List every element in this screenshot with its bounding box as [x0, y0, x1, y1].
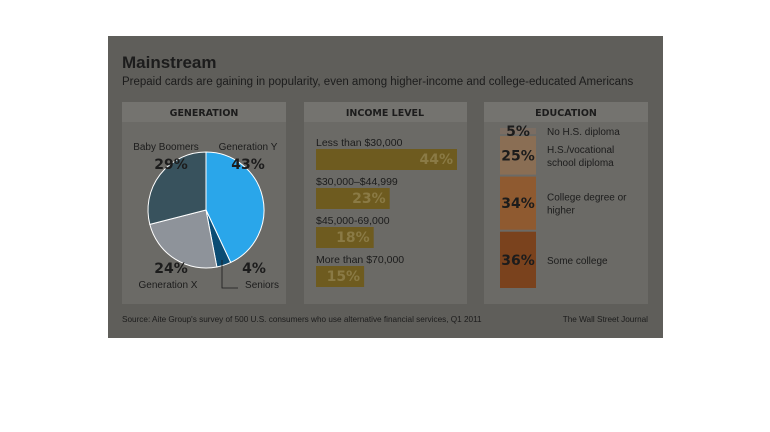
- seniors-leader-line: [221, 260, 238, 289]
- pie-slice-generation-x: [149, 209, 218, 269]
- income-panel-title: INCOME LEVEL: [346, 108, 424, 119]
- pie-slice-baby-boomers: [147, 151, 207, 226]
- education-category-label: higher: [547, 206, 575, 217]
- education-category-label: H.S./vocational: [547, 145, 614, 156]
- pie-label-generation-x: Generation X: [139, 280, 198, 291]
- income-value-label: 18%: [336, 230, 370, 246]
- income-bars: Less than $30,000 44% $30,000–$44,999 23% $4…: [316, 137, 457, 287]
- credit: The Wall Street Journal: [563, 315, 648, 324]
- pie-value-baby-boomers: 29%: [154, 157, 188, 173]
- education-panel-title: EDUCATION: [535, 108, 597, 119]
- education-header-band: [484, 102, 648, 122]
- education-column: 5% No H.S. diploma 25% H.S./vocational schoo…: [500, 124, 627, 288]
- education-block: [500, 136, 536, 175]
- pie-label-baby-boomers: Baby Boomers: [133, 142, 199, 153]
- income-value-label: 15%: [327, 269, 361, 285]
- income-bar: [316, 149, 457, 170]
- income-category-label: $45,000-69,000: [316, 215, 390, 227]
- education-block: [500, 176, 536, 230]
- income-value-label: 44%: [419, 152, 453, 168]
- pie-label-seniors: Seniors: [245, 280, 279, 291]
- education-category-label: Some college: [547, 256, 608, 267]
- education-category-label: school diploma: [547, 158, 614, 169]
- pie-value-seniors: 4%: [242, 261, 266, 277]
- income-value-label: 23%: [352, 191, 386, 207]
- pie-slice-generation-y: [205, 151, 265, 264]
- education-value-label: 25%: [501, 148, 535, 164]
- income-bar: [316, 227, 374, 248]
- income-bar: [316, 266, 365, 287]
- pie-value-generation-y: 43%: [231, 157, 265, 173]
- source-note: Source: Aite Group's survey of 500 U.S. …: [122, 315, 482, 324]
- pie-value-generation-x: 24%: [154, 261, 188, 277]
- education-category-label: College degree or: [547, 193, 627, 204]
- education-value-label: 34%: [501, 196, 535, 212]
- generation-pie: [147, 151, 265, 269]
- chart-figure: Mainstream Prepaid cards are gaining in …: [108, 36, 663, 338]
- education-value-label: 36%: [501, 253, 535, 269]
- income-category-label: More than $70,000: [316, 254, 404, 266]
- generation-panel-title: GENERATION: [170, 108, 239, 119]
- chart-subtitle: Prepaid cards are gaining in popularity,…: [122, 76, 633, 88]
- education-block: [500, 128, 536, 135]
- generation-header-band: [122, 102, 286, 122]
- education-category-label: No H.S. diploma: [547, 127, 620, 138]
- income-category-label: Less than $30,000: [316, 137, 403, 149]
- pie-label-generation-y: Generation Y: [219, 142, 278, 153]
- chart-title: Mainstream: [122, 53, 216, 72]
- education-value-label: 5%: [506, 124, 530, 140]
- income-bar: [316, 188, 390, 209]
- income-header-band: [304, 102, 467, 122]
- education-block: [500, 231, 536, 288]
- income-category-label: $30,000–$44,999: [316, 176, 398, 188]
